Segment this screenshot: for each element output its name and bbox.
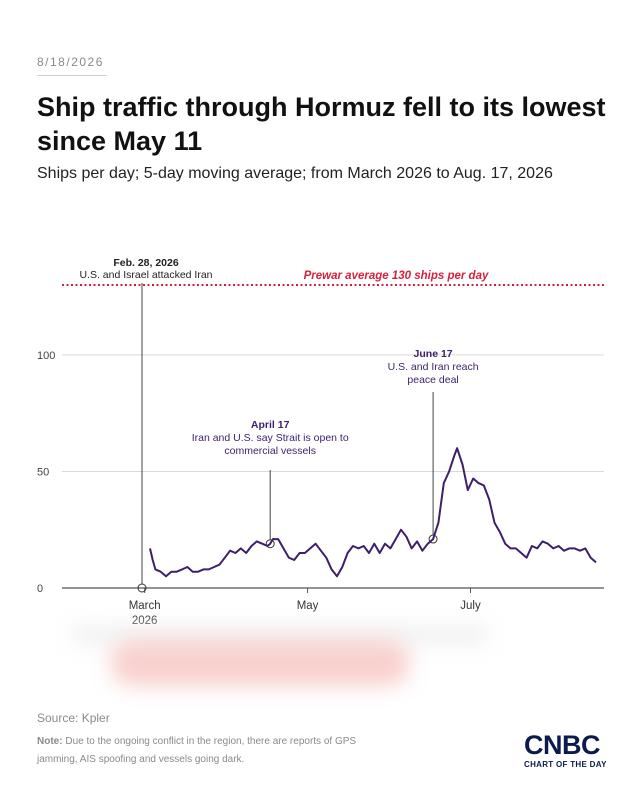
x-tick-label: May — [297, 600, 319, 612]
logo-tagline: CHART OF THE DAY — [524, 760, 607, 769]
chart-title: Ship traffic through Hormuz fell to its … — [37, 92, 606, 156]
annotation-text: peace deal — [407, 374, 458, 386]
note-label: Note: — [37, 736, 63, 747]
footnote: Note: Due to the ongoing conflict in the… — [37, 733, 377, 769]
chart-date: 8/18/2026 — [37, 55, 104, 69]
annotation-marker — [265, 539, 275, 549]
redacted-area-pink — [110, 640, 410, 686]
prewar-average-label: Prewar average 130 ships per day — [304, 270, 489, 282]
chart-subtitle: Ships per day; 5-day moving average; fro… — [37, 165, 553, 182]
annotation-text: Iran and U.S. say Strait is open to — [192, 432, 349, 444]
x-tick-label: July — [460, 600, 481, 612]
date-divider — [37, 75, 107, 76]
annotation-text: U.S. and Iran reach — [388, 361, 479, 373]
y-tick-label: 100 — [37, 350, 55, 362]
annotation-title: Feb. 28, 2026 — [113, 257, 179, 269]
source-text: Source: Kpler — [37, 711, 110, 725]
annotation-title: April 17 — [251, 419, 290, 431]
annotation-marker — [137, 583, 147, 593]
x-tick-label-year: 2026 — [132, 615, 158, 627]
note-text: Due to the ongoing conflict in the regio… — [37, 736, 357, 765]
annotation-text: U.S. and Israel attacked Iran — [79, 269, 212, 281]
annotation-marker — [428, 534, 438, 544]
series-line-ships-per-day — [149, 447, 597, 578]
x-tick-label: March — [129, 600, 161, 612]
y-tick-label: 50 — [37, 466, 49, 478]
y-tick-label: 0 — [37, 583, 43, 595]
cnbc-logo: CNBC — [524, 730, 601, 760]
annotation-title: June 17 — [414, 348, 453, 360]
annotation-text: commercial vessels — [224, 445, 316, 457]
